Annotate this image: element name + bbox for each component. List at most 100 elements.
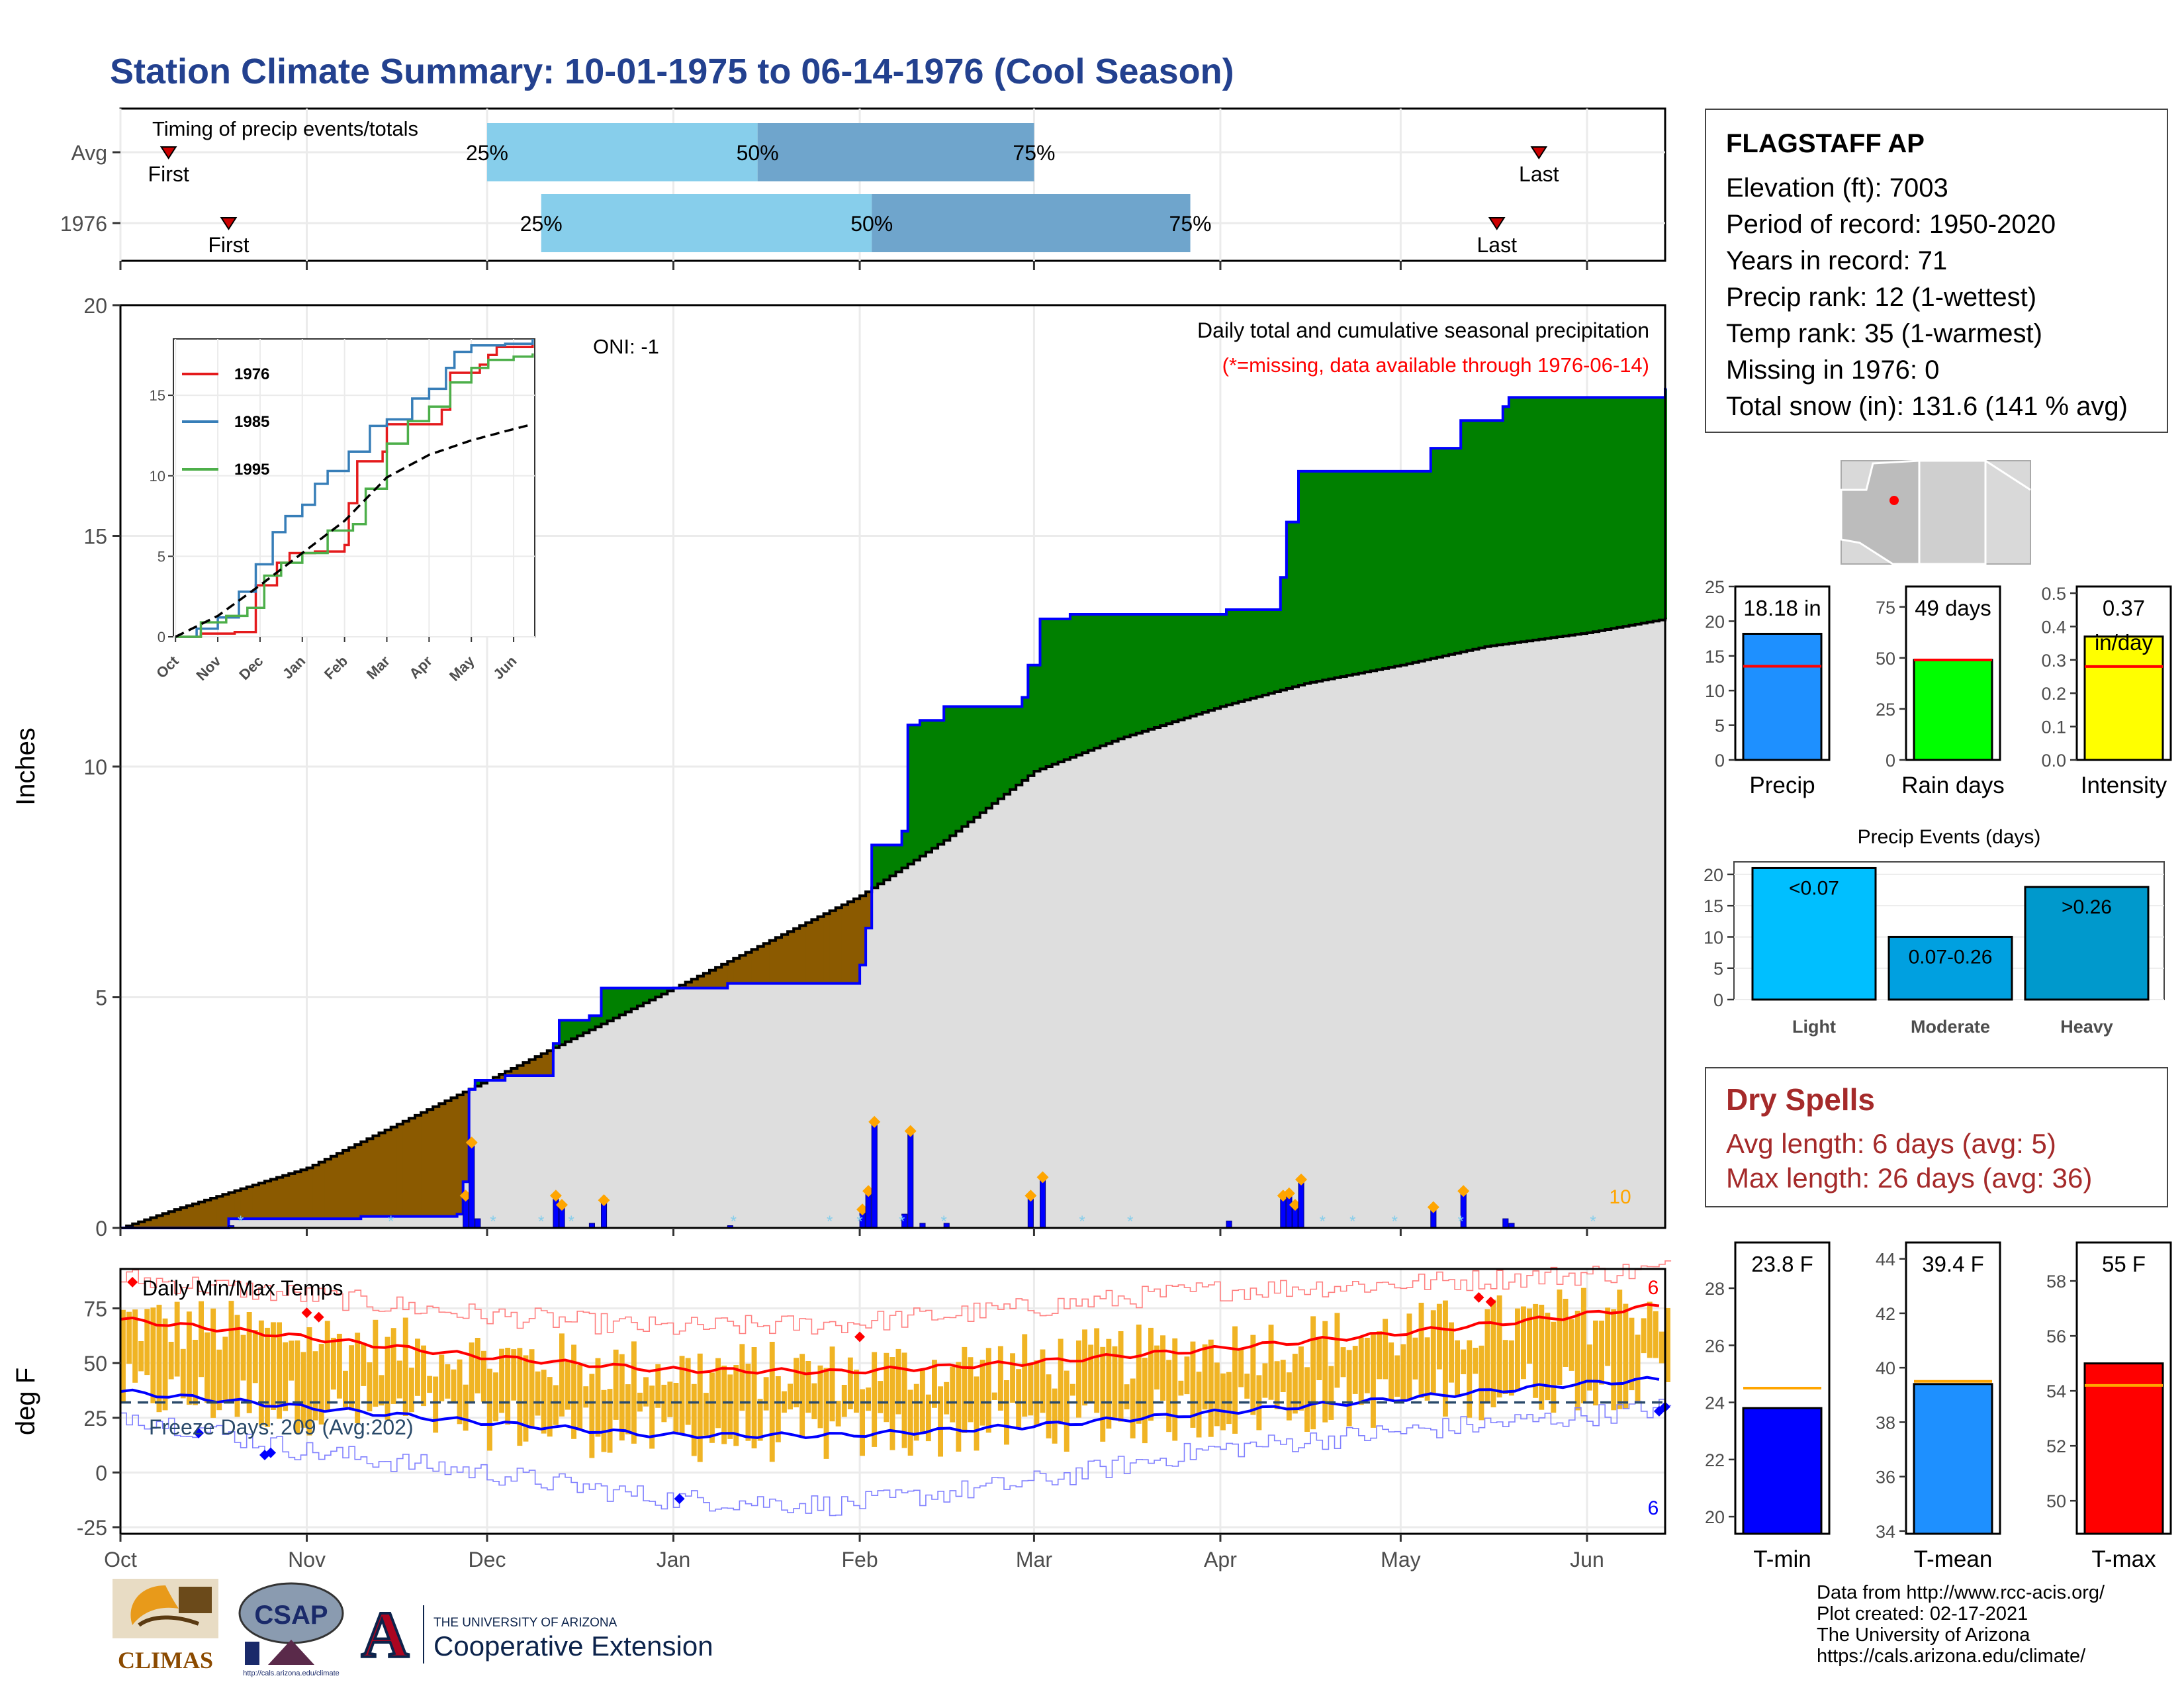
precip-diff-segment bbox=[1539, 397, 1545, 639]
temps-daily-bar bbox=[228, 1301, 234, 1403]
temps-record-high-marker bbox=[301, 1307, 312, 1319]
temp-summary-t-mean-y-tick-label: 44 bbox=[1876, 1250, 1895, 1270]
temps-daily-bar bbox=[1064, 1370, 1069, 1452]
timing-marker-last-avg bbox=[1530, 146, 1548, 160]
temps-daily-bar bbox=[895, 1348, 901, 1415]
precip-diff-segment bbox=[1593, 397, 1600, 632]
precip-diff-segment bbox=[1064, 619, 1071, 760]
precip-diff-segment bbox=[1424, 471, 1432, 660]
precip-diff-segment bbox=[1124, 614, 1131, 737]
precip-diff-segment bbox=[1352, 471, 1359, 675]
precip-diff-segment bbox=[950, 706, 956, 836]
temps-daily-bar bbox=[1659, 1331, 1664, 1364]
precip-diff-segment bbox=[318, 1162, 326, 1219]
precip-diff-segment bbox=[535, 1056, 542, 1076]
temps-daily-bar bbox=[1196, 1372, 1202, 1438]
precip-diff-segment bbox=[739, 955, 747, 984]
ua-block-a: A bbox=[361, 1599, 409, 1671]
precip-summary-precip-chart: 0 5 10 15 20 25 18.18 in Precip bbox=[1705, 577, 1831, 798]
precip-diff-segment bbox=[463, 1092, 470, 1182]
precip-diff-segment bbox=[794, 928, 800, 984]
precip-diff-segment bbox=[1358, 471, 1365, 673]
precip-heavy-day-marker bbox=[465, 1137, 478, 1149]
station-name: FLAGSTAFF AP bbox=[1726, 129, 1925, 158]
precip-diff-segment bbox=[205, 1199, 211, 1228]
precip-heavy-day-marker bbox=[555, 1199, 568, 1211]
precip-diff-segment bbox=[625, 988, 632, 1012]
temps-daily-bar bbox=[751, 1347, 757, 1448]
temps-daily-bar bbox=[1322, 1321, 1328, 1423]
precip-diff-segment bbox=[258, 1183, 265, 1219]
precip-diff-segment bbox=[1455, 448, 1461, 653]
csap-url: http://cals.arizona.edu/climate bbox=[243, 1669, 340, 1677]
precip-diff-segment bbox=[985, 706, 993, 808]
temps-daily-bar bbox=[433, 1376, 439, 1433]
station-snow: Total snow (in): 131.6 (141 % avg) bbox=[1726, 392, 2128, 421]
temps-daily-bar bbox=[480, 1350, 486, 1402]
precip-diff-segment bbox=[1022, 697, 1028, 780]
temps-daily-bar bbox=[1112, 1346, 1118, 1421]
precip-diff-segment bbox=[186, 1205, 193, 1228]
temps-daily-bar bbox=[168, 1342, 174, 1380]
precip-diff-segment bbox=[1190, 614, 1197, 716]
precip-trace-marker: * bbox=[827, 1213, 833, 1231]
precip-trace-marker: * bbox=[490, 1213, 496, 1231]
precip-diff-segment bbox=[1364, 471, 1371, 673]
precip-heavy-day-marker bbox=[856, 1203, 869, 1216]
temps-daily-bar bbox=[1178, 1380, 1184, 1396]
timing-marker-label-last-avg: Last bbox=[1519, 162, 1559, 186]
precip-diff-segment bbox=[1623, 397, 1630, 627]
precip-diff-segment bbox=[1100, 614, 1107, 746]
precip-diff-segment bbox=[860, 896, 866, 965]
precip-diff-segment bbox=[295, 1172, 302, 1219]
precip-diff-segment bbox=[361, 1141, 367, 1217]
temps-y-tick-label-50: 50 bbox=[83, 1352, 107, 1376]
credit-plot-created: Plot created: 02-17-2021 bbox=[1817, 1603, 2028, 1624]
temps-daily-bar bbox=[794, 1358, 799, 1407]
temps-daily-bar bbox=[355, 1333, 361, 1424]
temps-daily-bar bbox=[390, 1328, 396, 1404]
precip-diff-segment bbox=[1647, 397, 1654, 622]
precip-diff-segment bbox=[667, 988, 674, 992]
precip-diff-segment bbox=[1094, 614, 1101, 749]
precip-diff-segment bbox=[643, 988, 650, 1004]
temps-daily-bar bbox=[1574, 1311, 1580, 1411]
precip-diff-segment bbox=[1430, 448, 1437, 659]
temps-daily-bar bbox=[1515, 1308, 1520, 1391]
precip-diff-segment bbox=[1406, 471, 1414, 664]
timing-row-label-1976: 1976 bbox=[60, 212, 107, 236]
temps-daily-bar bbox=[1118, 1331, 1124, 1422]
temps-daily-bar bbox=[1190, 1341, 1196, 1428]
precip-events-y-tick-label-10: 10 bbox=[1704, 927, 1723, 947]
precip-heavy-day-marker bbox=[1024, 1190, 1037, 1202]
precip-diff-segment bbox=[913, 725, 921, 861]
temps-daily-bar bbox=[907, 1389, 913, 1456]
map-new-mexico-state bbox=[1918, 459, 1987, 565]
temps-daily-bar bbox=[1430, 1310, 1436, 1393]
precip-diff-segment bbox=[1298, 471, 1305, 685]
timing-bar-q50-q75-avg bbox=[757, 123, 1034, 181]
precip-diff-segment bbox=[1496, 420, 1504, 645]
precip-diff-segment bbox=[685, 982, 692, 988]
temps-daily-bar bbox=[1316, 1338, 1322, 1380]
temps-daily-bar bbox=[655, 1364, 661, 1408]
inset-series-1976 bbox=[175, 344, 534, 638]
temps-daily-bar bbox=[1479, 1345, 1484, 1421]
precip-heavy-day-marker bbox=[1295, 1173, 1308, 1186]
timing-bar-q50-q75-1976 bbox=[872, 194, 1191, 252]
precip-diff-segment bbox=[1118, 614, 1125, 739]
temps-daily-bar bbox=[1310, 1316, 1316, 1430]
precip-diff-segment bbox=[932, 720, 938, 849]
precip-summary-rain-days-chart: 0 25 50 75 49 days Rain days bbox=[1876, 585, 2005, 798]
precip-diff-segment bbox=[1340, 471, 1347, 677]
temp-summary-t-mean-value-label: 39.4 F bbox=[1922, 1252, 1984, 1276]
temps-daily-bar bbox=[222, 1336, 228, 1400]
temps-daily-bar bbox=[823, 1368, 829, 1459]
precip-diff-segment bbox=[355, 1145, 361, 1219]
precip-diff-segment bbox=[782, 934, 788, 984]
precip-summary-precip-category-label: Precip bbox=[1749, 773, 1815, 798]
precip-diff-segment bbox=[1274, 610, 1281, 692]
precip-diff-segment bbox=[1383, 471, 1389, 669]
precip-summary-intensity-y-tick-label: 0.4 bbox=[2041, 617, 2066, 637]
